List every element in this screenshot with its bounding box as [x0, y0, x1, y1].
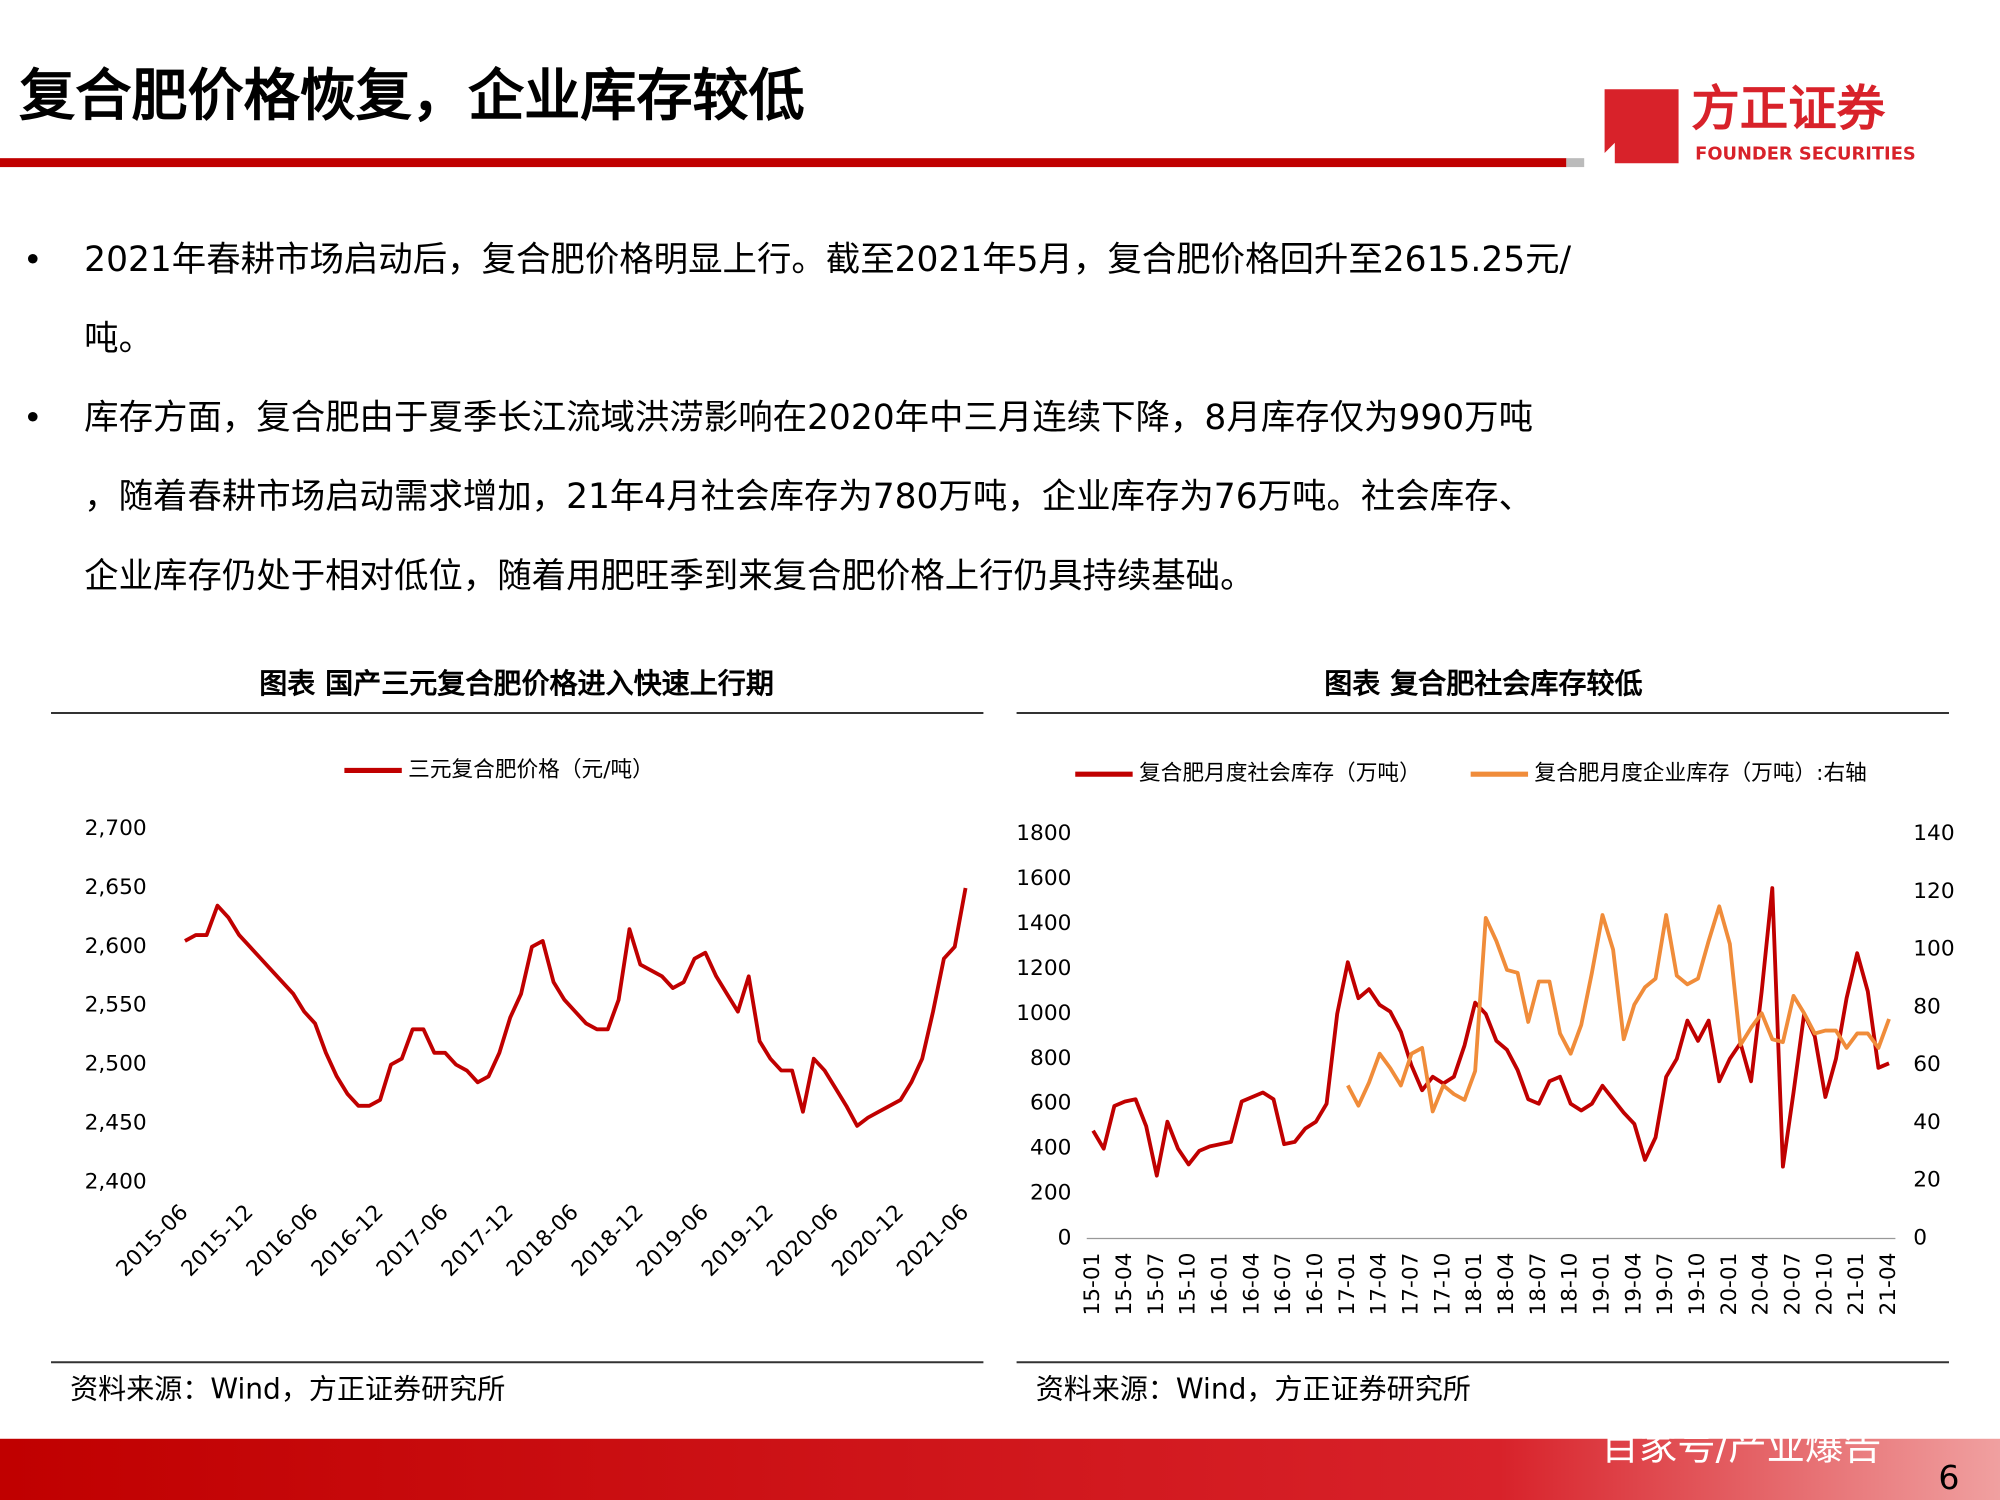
logo-mark	[1604, 89, 1679, 164]
x-tick-label: 20-07	[1781, 1253, 1806, 1316]
y-tick-label: 600	[1030, 1091, 1071, 1116]
x-tick-label: 20-04	[1749, 1253, 1774, 1316]
y2-tick-label: 40	[1913, 1110, 1941, 1135]
footer-bar	[0, 1438, 2000, 1500]
y-tick-label: 2,650	[85, 875, 147, 900]
x-tick-label: 16-07	[1271, 1253, 1296, 1316]
x-tick-label: 17-01	[1335, 1253, 1360, 1316]
x-tick-label: 15-07	[1144, 1253, 1169, 1316]
legend-label: 复合肥月度社会库存（万吨）	[1139, 761, 1421, 786]
source: 资料来源：Wind，方正证券研究所	[70, 1372, 505, 1405]
y-tick-label: 2,500	[85, 1052, 147, 1077]
y-tick-label: 400	[1030, 1136, 1071, 1161]
x-tick-label: 19-04	[1621, 1253, 1646, 1316]
x-tick-label: 2021-06	[892, 1200, 974, 1282]
x-tick-label: 16-01	[1207, 1253, 1232, 1316]
series-line	[1346, 904, 1891, 1114]
x-tick-label: 16-10	[1303, 1253, 1328, 1316]
x-tick-label: 19-10	[1685, 1253, 1710, 1316]
x-tick-label: 17-04	[1367, 1253, 1392, 1316]
legend-label: 复合肥月度企业库存（万吨）:右轴	[1534, 761, 1866, 786]
x-tick-label: 18-07	[1526, 1253, 1551, 1316]
y2-tick-label: 140	[1913, 821, 1954, 846]
x-tick-label: 19-01	[1590, 1253, 1615, 1316]
x-tick-label: 18-04	[1494, 1253, 1519, 1316]
x-tick-label: 15-01	[1080, 1253, 1105, 1316]
y-tick-label: 1600	[1016, 866, 1071, 891]
page-title: 复合肥价格恢复，企业库存较低	[19, 64, 805, 129]
x-tick-label: 17-07	[1398, 1253, 1423, 1316]
series-line	[1091, 886, 1890, 1178]
bullet-line: 吨。	[84, 319, 153, 359]
bullet-line: 库存方面，复合肥由于夏季长江流域洪涝影响在2020年中三月连续下降，8月库存仅为…	[84, 398, 1533, 438]
chart-title: 图表 国产三元复合肥价格进入快速上行期	[259, 667, 774, 700]
y-tick-label: 1400	[1016, 911, 1071, 936]
y2-tick-label: 80	[1913, 994, 1941, 1019]
series-line	[184, 887, 968, 1128]
x-tick-label: 18-01	[1462, 1253, 1487, 1316]
y-tick-label: 2,600	[85, 934, 147, 959]
y2-tick-label: 100	[1913, 937, 1954, 962]
bullets: • 2021年春耕市场启动后，复合肥价格明显上行。截至2021年5月，复合肥价格回…	[23, 240, 1572, 596]
y-tick-label: 0	[1058, 1226, 1072, 1251]
bullet-line: ，随着春耕市场启动需求增加，21年4月社会库存为780万吨，企业库存为76万吨。…	[84, 477, 1533, 517]
watermark: 百家号/产业爆告	[1601, 1424, 1882, 1469]
bullet-line: 企业库存仍处于相对低位，随着用肥旺季到来复合肥价格上行仍具持续基础。	[84, 556, 1254, 596]
bullet-line: 2021年春耕市场启动后，复合肥价格明显上行。截至2021年5月，复合肥价格回升…	[84, 240, 1571, 280]
x-tick-label: 15-04	[1112, 1253, 1137, 1316]
x-tick-label: 17-10	[1430, 1253, 1455, 1316]
chart-title: 图表 复合肥社会库存较低	[1324, 667, 1642, 700]
page-number: 6	[1938, 1458, 1959, 1497]
y-tick-label: 1000	[1016, 1001, 1071, 1026]
x-tick-label: 18-10	[1558, 1253, 1583, 1316]
x-tick-label: 15-10	[1176, 1253, 1201, 1316]
x-tick-label: 16-04	[1239, 1253, 1264, 1316]
y-tick-label: 2,450	[85, 1111, 147, 1136]
y-tick-label: 200	[1030, 1181, 1071, 1206]
y-tick-label: 2,550	[85, 993, 147, 1018]
x-tick-label: 20-10	[1812, 1253, 1837, 1316]
bullet-dot: •	[23, 398, 43, 437]
y-tick-label: 1200	[1016, 956, 1071, 981]
y2-tick-label: 20	[1913, 1168, 1941, 1193]
logo-text: 方正证券	[1691, 81, 1885, 137]
y-tick-label: 2,400	[85, 1169, 147, 1194]
header-bar	[0, 158, 1567, 168]
y2-tick-label: 60	[1913, 1052, 1941, 1077]
y-tick-label: 800	[1030, 1046, 1071, 1071]
x-tick-label: 20-01	[1717, 1253, 1742, 1316]
legend-label: 三元复合肥价格（元/吨）	[408, 757, 654, 782]
charts: 2,400 2,450 2,500 2,550 2,600 2,650 2,700 20 15-…	[85, 757, 1955, 1315]
y-tick-label: 2,700	[85, 816, 147, 841]
y-tick-label: 1800	[1016, 821, 1071, 846]
bullet-dot: •	[23, 240, 43, 279]
y2-tick-label: 0	[1913, 1226, 1927, 1251]
logo-en: FOUNDER SECURITIES	[1695, 143, 1916, 164]
y2-tick-label: 120	[1913, 879, 1954, 904]
source: 资料来源：Wind，方正证券研究所	[1036, 1372, 1471, 1405]
x-tick-label: 19-07	[1653, 1253, 1678, 1316]
header-bar-end	[1566, 158, 1585, 168]
x-tick-label: 21-04	[1876, 1253, 1901, 1316]
x-tick-label: 21-01	[1844, 1253, 1869, 1316]
